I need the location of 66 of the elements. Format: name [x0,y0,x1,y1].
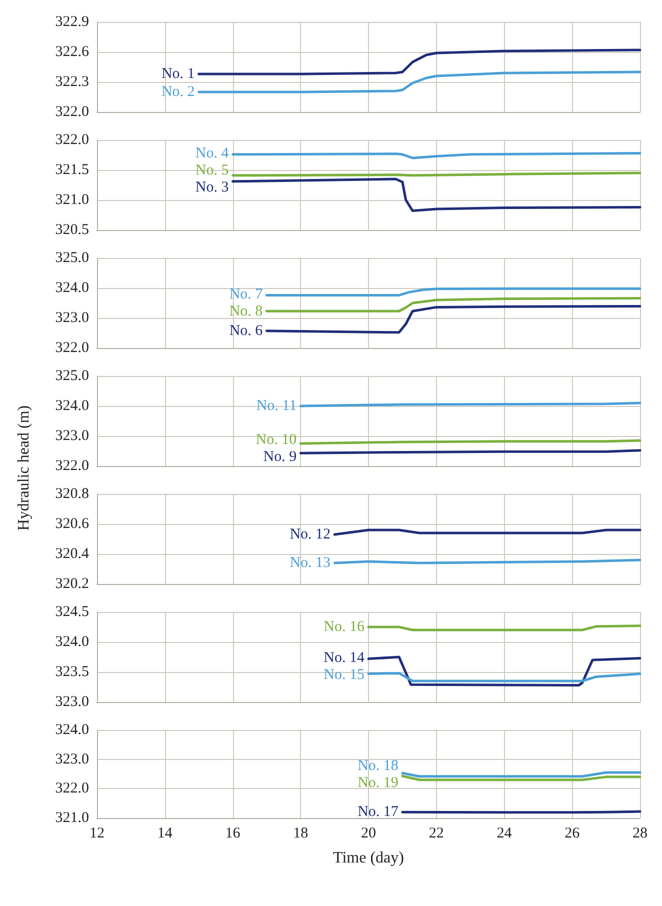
x-tick-label: 18 [293,826,308,842]
y-tick-label: 322.0 [55,458,89,474]
series-label: No. 7 [229,286,264,303]
series-label: No. 13 [290,555,331,571]
y-tick-label: 324.5 [55,604,89,620]
series-label: No. 12 [290,526,331,542]
series-label: No. 15 [324,666,364,683]
y-tick-label: 324.0 [55,398,89,414]
x-tick-label: 26 [564,826,580,842]
series-label: No. 16 [324,619,365,635]
line-series [367,672,642,682]
y-tick-label: 320.2 [55,576,89,592]
x-tick-label: 16 [225,826,241,842]
y-tick-label: 322.6 [55,44,90,60]
series-label: No. 3 [195,179,229,196]
x-tick-label: 14 [157,826,173,842]
x-tick-label: 20 [361,826,376,842]
x-tick-label: 12 [90,826,104,842]
line-series [367,656,642,686]
y-tick-label: 322.3 [55,74,89,90]
y-tick-label: 324.0 [55,722,89,738]
y-tick-label: 321.0 [55,192,89,208]
series-label: No. 9 [263,448,297,465]
y-tick-label: 323.0 [55,694,89,710]
series-label: No. 14 [324,650,365,666]
series-label: No. 18 [358,758,398,774]
series-label: No. 4 [195,145,230,162]
y-tick-label: 322.9 [55,14,89,30]
line-series [265,305,642,334]
y-tick-label: 322.0 [55,340,89,356]
line-series [265,287,642,296]
x-axis-title: Time (day) [333,850,404,866]
y-tick-label: 321.5 [55,162,89,178]
series-label: No. 8 [229,304,263,320]
series-label: No. 1 [161,66,195,82]
series-label: No. 2 [161,84,195,100]
y-tick-label: 320.4 [55,546,90,562]
series-label: No. 10 [256,432,297,448]
y-tick-label: 324.0 [55,634,89,650]
y-tick-label: 323.5 [55,664,89,680]
y-tick-label: 320.8 [55,486,89,502]
series-label: No. 11 [256,398,297,414]
y-tick-label: 320.6 [55,516,90,532]
line-series [265,296,642,312]
y-tick-label: 322.0 [55,104,89,120]
y-tick-label: 323.0 [55,428,89,444]
y-tick-label: 321.0 [55,810,89,826]
y-tick-label: 325.0 [55,250,89,266]
x-tick-label: 28 [632,826,648,842]
x-tick-label: 22 [428,826,444,842]
series-label: No. 6 [229,322,264,339]
y-tick-label: 322.0 [55,780,89,797]
line-series [198,70,642,94]
line-series [232,178,642,212]
y-tick-label: 322.0 [55,132,89,148]
y-axis-title: Hydraulic head (m) [15,405,34,531]
series-label: No. 19 [358,775,398,792]
series-label: No. 5 [195,162,229,178]
y-tick-label: 320.5 [55,222,89,238]
y-tick-label: 323.0 [55,310,89,326]
x-tick-label: 24 [496,826,512,842]
y-tick-label: 323.0 [55,751,89,768]
line-series [198,48,642,76]
series-label: No. 17 [358,804,399,820]
y-tick-label: 324.0 [55,280,89,296]
y-tick-label: 325.0 [55,368,89,384]
